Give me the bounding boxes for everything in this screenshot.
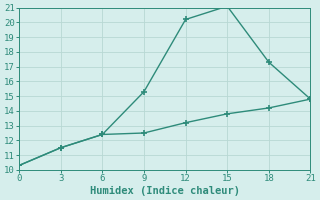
X-axis label: Humidex (Indice chaleur): Humidex (Indice chaleur)	[90, 186, 240, 196]
